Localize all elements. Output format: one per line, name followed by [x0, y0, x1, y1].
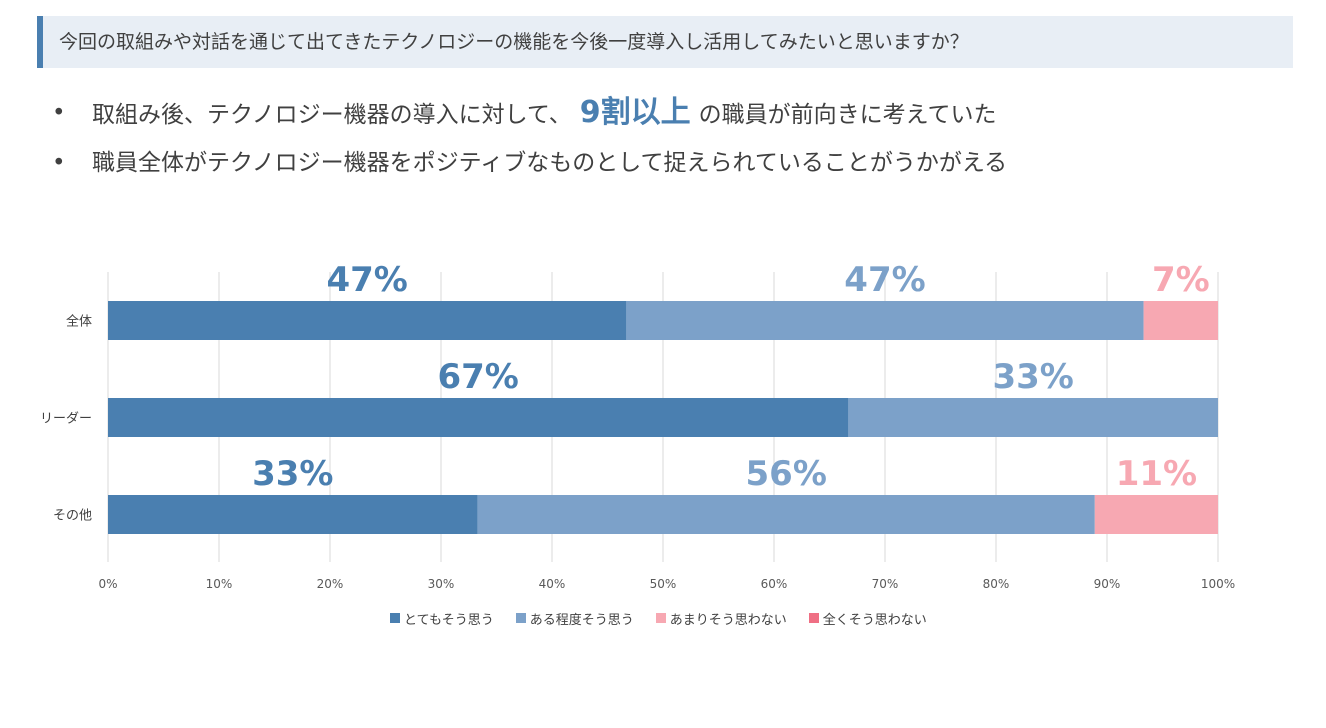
- legend-label: とてもそう思う: [404, 612, 494, 628]
- question-banner: 今回の取組みや対話を通じて出てきたテクノロジーの機能を今後一度導入し活用してみた…: [37, 16, 1293, 68]
- bullet-highlight: 9割以上: [579, 95, 691, 130]
- x-tick-label: 70%: [872, 577, 899, 591]
- data-label: 11%: [1116, 454, 1197, 494]
- category-label: リーダー: [40, 412, 92, 427]
- x-tick-label: 100%: [1201, 577, 1235, 591]
- legend-swatch-icon: [808, 613, 819, 623]
- bullet-dot-icon: •: [52, 150, 66, 176]
- bar-segment: [1143, 301, 1218, 340]
- bar-segment: [108, 301, 627, 340]
- data-label: 33%: [252, 454, 333, 494]
- question-text: 今回の取組みや対話を通じて出てきたテクノロジーの機能を今後一度導入し活用してみた…: [59, 31, 969, 53]
- bullet-text-after: の職員が前向きに考えていた: [698, 102, 997, 128]
- bar-segment: [1094, 495, 1218, 534]
- x-tick-label: 0%: [98, 577, 117, 591]
- legend-swatch-icon: [515, 613, 526, 623]
- x-tick-label: 80%: [983, 577, 1010, 591]
- data-label: 47%: [326, 260, 407, 300]
- bullet-text: 取組み後、テクノロジー機器の導入に対して、 9割以上 の職員が前向きに考えていた: [92, 88, 997, 140]
- data-label: 67%: [437, 357, 518, 397]
- x-tick-label: 10%: [206, 577, 233, 591]
- bar-segment: [848, 398, 1218, 437]
- category-label: その他: [53, 509, 92, 524]
- legend-label: ある程度そう思う: [529, 612, 634, 628]
- bullet-text: 職員全体がテクノロジー機器をポジティブなものとして捉えられていることがうかがえる: [92, 150, 1008, 176]
- chart-tick-labels: 0% 10% 20% 30% 40% 50% 60% 70% 80% 90% 100%: [98, 577, 1235, 591]
- legend-item: とてもそう思う: [390, 609, 494, 628]
- data-label: 47%: [844, 260, 925, 300]
- legend-label: あまりそう思わない: [669, 612, 787, 628]
- chart-data-labels: 47% 47% 7% 67% 33% 33% 56% 11%: [252, 260, 1210, 494]
- bullet-dot-icon: •: [52, 100, 66, 126]
- bar-segment: [626, 301, 1144, 340]
- x-tick-label: 50%: [650, 577, 677, 591]
- chart-legend: とてもそう思う ある程度そう思う あまりそう思わない 全くそう思わない: [390, 608, 949, 628]
- data-label: 56%: [746, 454, 827, 494]
- data-label: 7%: [1152, 260, 1210, 300]
- x-tick-label: 40%: [539, 577, 566, 591]
- x-tick-label: 60%: [761, 577, 788, 591]
- bar-segment: [108, 495, 478, 534]
- category-label: 全体: [66, 314, 92, 330]
- x-tick-label: 90%: [1094, 577, 1121, 591]
- legend-swatch-icon: [655, 613, 666, 623]
- legend-label: 全くそう思わない: [822, 612, 927, 628]
- bullet-text-before: 取組み後、テクノロジー機器の導入に対して、: [92, 102, 572, 128]
- legend-item: 全くそう思わない: [808, 609, 927, 628]
- x-tick-label: 20%: [317, 577, 344, 591]
- bar-segment: [477, 495, 1095, 534]
- legend-item: あまりそう思わない: [655, 609, 787, 628]
- data-label: 33%: [992, 357, 1073, 397]
- legend-swatch-icon: [390, 613, 400, 623]
- chart-bars: [108, 301, 1218, 534]
- x-tick-label: 30%: [428, 577, 455, 591]
- legend-item: ある程度そう思う: [515, 609, 634, 628]
- bar-segment: [108, 398, 849, 437]
